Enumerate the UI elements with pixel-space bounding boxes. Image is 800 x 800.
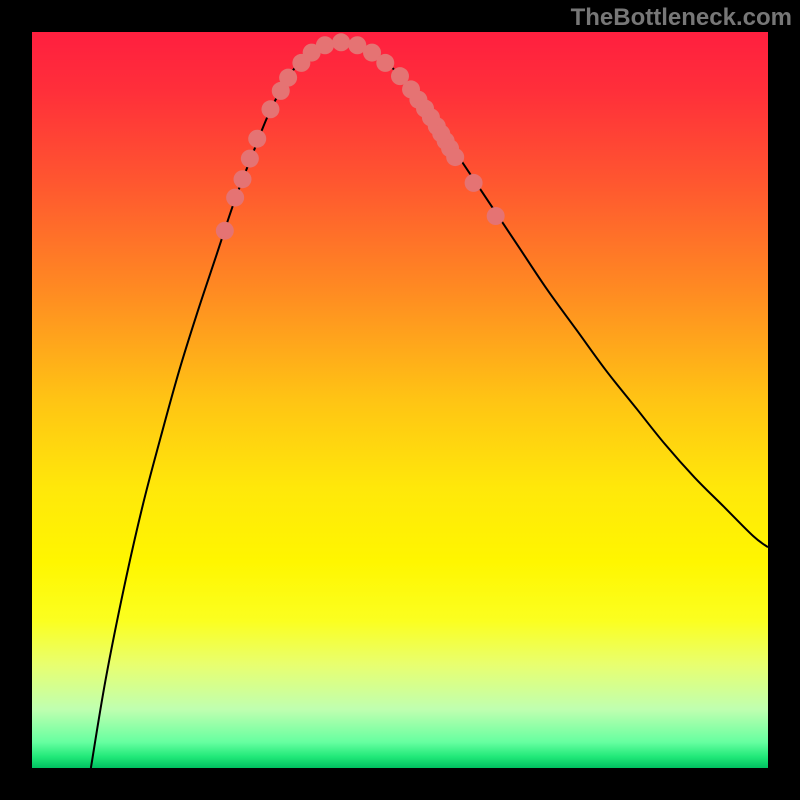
- data-marker: [446, 148, 464, 166]
- data-marker: [465, 174, 483, 192]
- watermark-text: TheBottleneck.com: [571, 4, 792, 32]
- data-marker: [216, 222, 234, 240]
- data-marker: [261, 100, 279, 118]
- data-marker: [279, 69, 297, 87]
- data-marker: [226, 189, 244, 207]
- data-marker: [376, 54, 394, 72]
- data-marker: [316, 36, 334, 54]
- data-marker: [233, 170, 251, 188]
- bottleneck-chart: [0, 0, 800, 800]
- data-marker: [248, 130, 266, 148]
- data-marker: [241, 150, 259, 168]
- data-marker: [487, 207, 505, 225]
- data-marker: [332, 33, 350, 51]
- plot-background: [32, 32, 768, 768]
